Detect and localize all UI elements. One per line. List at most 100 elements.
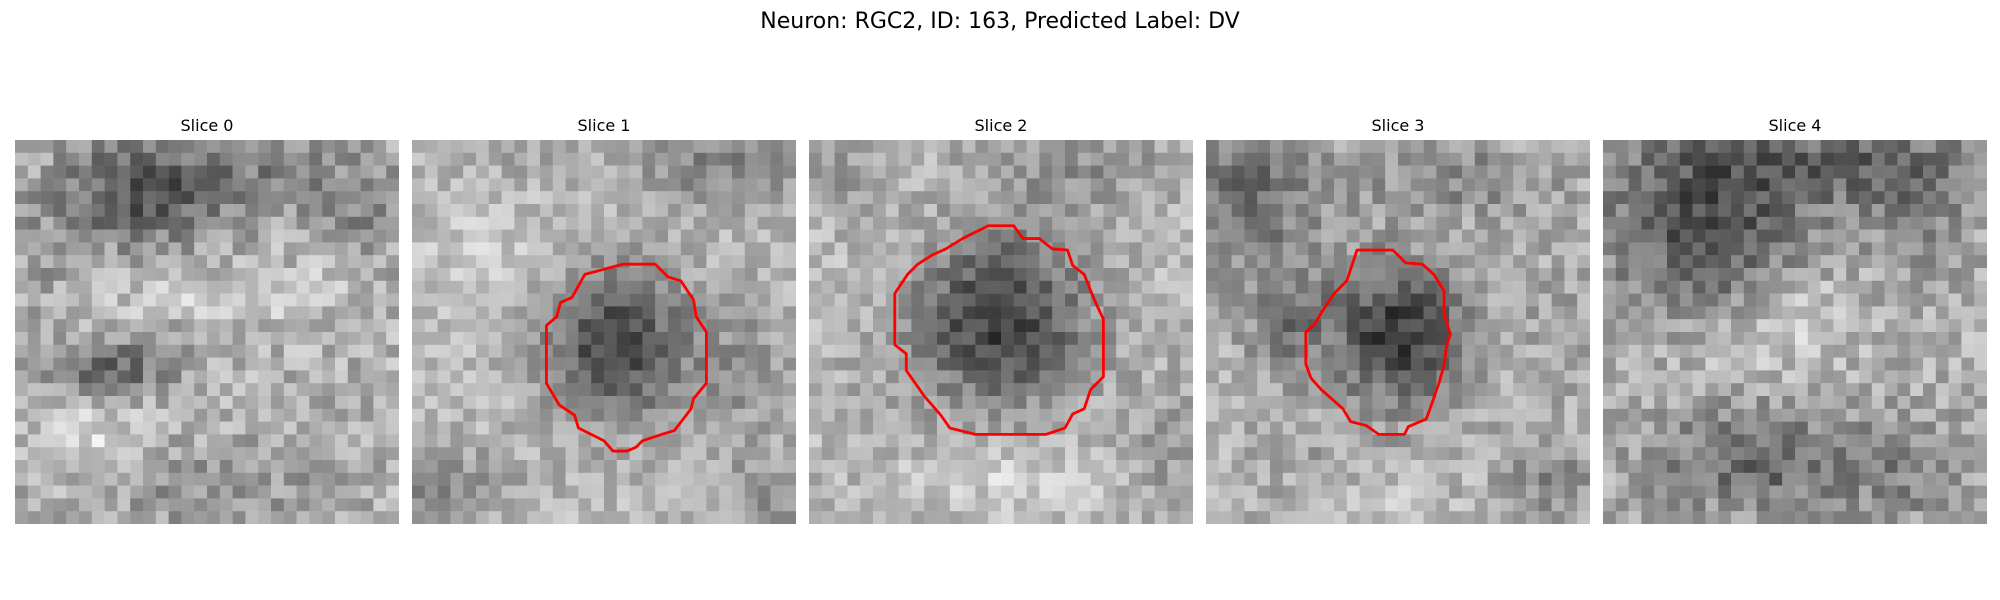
image-pixel <box>181 178 195 192</box>
image-pixel <box>424 421 438 435</box>
image-pixel <box>1551 268 1565 282</box>
image-pixel <box>1782 498 1796 512</box>
image-pixel <box>245 255 259 269</box>
image-pixel <box>1359 280 1373 294</box>
image-pixel <box>219 332 233 346</box>
image-pixel <box>757 472 771 486</box>
image-pixel <box>642 268 656 282</box>
image-pixel <box>1551 306 1565 320</box>
image-pixel <box>219 165 233 179</box>
image-pixel <box>1654 204 1668 218</box>
image-pixel <box>821 204 835 218</box>
image-pixel <box>207 306 221 320</box>
image-pixel <box>1679 357 1693 371</box>
image-pixel <box>271 498 285 512</box>
image-pixel <box>53 434 67 448</box>
image-pixel <box>1270 460 1284 474</box>
image-pixel <box>552 332 566 346</box>
image-pixel <box>1718 306 1732 320</box>
image-pixel <box>117 268 131 282</box>
image-pixel <box>834 268 848 282</box>
image-pixel <box>501 357 515 371</box>
image-pixel <box>1244 293 1258 307</box>
image-pixel <box>1910 178 1924 192</box>
image-pixel <box>194 460 208 474</box>
image-pixel <box>1718 447 1732 461</box>
image-pixel <box>130 152 144 166</box>
image-pixel <box>898 191 912 205</box>
image-pixel <box>1116 511 1130 524</box>
image-pixel <box>1052 216 1066 230</box>
image-pixel <box>79 408 93 422</box>
image-pixel <box>1346 204 1360 218</box>
image-pixel <box>424 242 438 256</box>
image-pixel <box>53 383 67 397</box>
image-pixel <box>347 485 361 499</box>
image-pixel <box>1577 255 1590 269</box>
image-pixel <box>1295 178 1309 192</box>
image-pixel <box>1321 421 1335 435</box>
image-pixel <box>53 191 67 205</box>
image-pixel <box>1974 319 1987 333</box>
image-pixel <box>1756 396 1770 410</box>
image-pixel <box>501 434 515 448</box>
image-pixel <box>347 357 361 371</box>
image-pixel <box>1718 242 1732 256</box>
image-pixel <box>1807 242 1821 256</box>
image-pixel <box>322 498 336 512</box>
image-pixel <box>143 498 157 512</box>
image-pixel <box>975 140 989 154</box>
image-pixel <box>40 255 54 269</box>
image-pixel <box>680 306 694 320</box>
image-pixel <box>770 229 784 243</box>
image-pixel <box>1026 255 1040 269</box>
image-pixel <box>1346 396 1360 410</box>
image-pixel <box>1052 447 1066 461</box>
image-pixel <box>783 396 796 410</box>
image-pixel <box>117 472 131 486</box>
image-pixel <box>552 434 566 448</box>
image-pixel <box>1705 485 1719 499</box>
image-pixel <box>770 152 784 166</box>
image-pixel <box>1833 191 1847 205</box>
image-pixel <box>373 511 387 524</box>
image-pixel <box>719 255 733 269</box>
image-pixel <box>245 344 259 358</box>
image-pixel <box>1756 472 1770 486</box>
image-pixel <box>860 357 874 371</box>
image-pixel <box>245 357 259 371</box>
image-pixel <box>194 255 208 269</box>
image-pixel <box>1756 383 1770 397</box>
image-pixel <box>1398 460 1412 474</box>
image-pixel <box>847 165 861 179</box>
image-pixel <box>1551 242 1565 256</box>
image-pixel <box>975 306 989 320</box>
image-pixel <box>629 216 643 230</box>
image-pixel <box>1398 396 1412 410</box>
image-pixel <box>1807 383 1821 397</box>
image-pixel <box>309 511 323 524</box>
image-pixel <box>27 370 41 384</box>
image-pixel <box>271 152 285 166</box>
image-pixel <box>258 332 272 346</box>
image-pixel <box>616 319 630 333</box>
image-pixel <box>1871 242 1885 256</box>
image-pixel <box>79 396 93 410</box>
image-pixel <box>1577 229 1590 243</box>
image-pixel <box>552 293 566 307</box>
image-pixel <box>271 460 285 474</box>
image-pixel <box>1116 242 1130 256</box>
image-pixel <box>1487 204 1501 218</box>
image-pixel <box>283 396 297 410</box>
image-pixel <box>1705 396 1719 410</box>
image-pixel <box>1141 511 1155 524</box>
image-pixel <box>1103 140 1117 154</box>
image-pixel <box>1346 421 1360 435</box>
image-pixel <box>860 293 874 307</box>
image-pixel <box>1782 332 1796 346</box>
image-pixel <box>1001 255 1015 269</box>
image-pixel <box>1013 485 1027 499</box>
image-pixel <box>514 178 528 192</box>
image-pixel <box>1039 344 1053 358</box>
image-pixel <box>181 332 195 346</box>
